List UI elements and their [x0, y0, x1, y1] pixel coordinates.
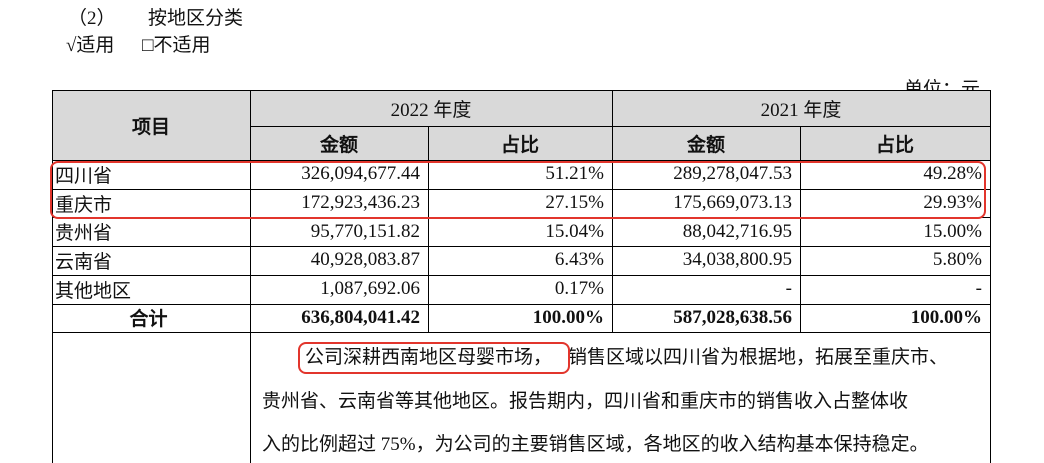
not-applicable-option: □不适用: [142, 35, 211, 56]
row-label: 贵州省: [55, 223, 113, 245]
cell-value: 6.43%: [554, 249, 604, 271]
grid-line: [52, 274, 990, 276]
period-header: 2022 年度: [390, 99, 472, 121]
note-highlight: 公司深耕西南地区母婴市场，: [305, 347, 553, 368]
note-line: 贵州省、云南省等其他地区。报告期内，四川省和重庆市的销售收入占整体收: [262, 390, 909, 412]
cell-value: 34,038,800.95: [682, 249, 792, 271]
note-line: 入的比例超过 75%，为公司的主要销售区域，各地区的收入结构基本保持稳定。: [262, 434, 929, 455]
grid-line: [800, 126, 801, 333]
grid-line: [52, 332, 990, 334]
cell-value: 29.93%: [923, 192, 982, 214]
cell-value: 100.00%: [532, 306, 604, 328]
grid-line: [52, 90, 53, 463]
grid-line: [52, 246, 990, 248]
cell-value: 88,042,716.95: [682, 220, 792, 242]
cell-value: 587,028,638.56: [673, 306, 792, 328]
cell-value: -: [975, 278, 982, 300]
cell-value: 0.17%: [554, 278, 604, 300]
sub-header: 占比: [875, 134, 914, 156]
grid-line: [52, 188, 990, 190]
period-header: 2021 年度: [760, 99, 842, 121]
cell-value: 1,087,692.06: [320, 278, 420, 300]
cell-value: -: [785, 278, 792, 300]
highlight-box: [50, 161, 986, 220]
section-number: （2）: [68, 8, 116, 29]
grid-line: [612, 90, 613, 333]
row-label: 合计: [129, 309, 168, 331]
cell-value: 289,278,047.53: [673, 163, 792, 185]
grid-line: [52, 90, 990, 91]
grid-line: [52, 303, 990, 305]
grid-line: [250, 126, 990, 127]
cell-value: 172,923,436.23: [301, 192, 420, 214]
cell-value: 40,928,083.87: [310, 249, 420, 271]
row-label: 四川省: [55, 165, 113, 187]
cell-value: 15.04%: [545, 220, 604, 242]
sub-header: 金额: [319, 134, 358, 156]
sub-header: 金额: [686, 134, 725, 156]
cell-value: 51.21%: [545, 163, 604, 185]
row-label: 云南省: [55, 251, 113, 273]
cell-value: 100.00%: [910, 306, 982, 328]
cell-value: 95,770,151.82: [310, 220, 420, 242]
header-background: [52, 90, 990, 160]
applicable-option: √适用: [66, 35, 115, 56]
grid-line: [52, 160, 990, 161]
section-title: 按地区分类: [148, 8, 244, 29]
sub-header: 占比: [500, 134, 539, 156]
cell-value: 326,094,677.44: [301, 163, 420, 185]
cell-value: 636,804,041.42: [301, 306, 420, 328]
header-cell: 项目: [131, 116, 170, 138]
cell-value: 15.00%: [923, 220, 982, 242]
note-line: 销售区域以四川省为根据地，拓展至重庆市、: [568, 347, 949, 368]
grid-line: [428, 126, 429, 333]
row-label: 重庆市: [55, 194, 113, 216]
cell-value: 175,669,073.13: [673, 192, 792, 214]
grid-line: [250, 90, 251, 463]
cell-value: 49.28%: [923, 163, 982, 185]
grid-line: [990, 90, 991, 463]
cell-value: 5.80%: [932, 249, 982, 271]
row-label: 其他地区: [55, 280, 132, 302]
highlight-box: [298, 342, 570, 374]
cell-value: 27.15%: [545, 192, 604, 214]
